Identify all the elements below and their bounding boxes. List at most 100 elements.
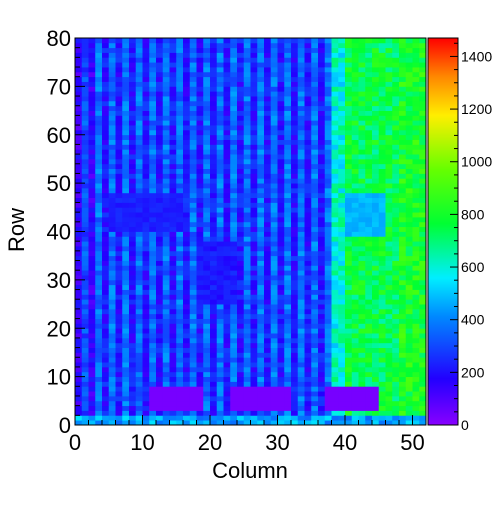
heatmap-cell (351, 86, 359, 92)
heatmap-cell (149, 192, 157, 199)
heatmap-cell (304, 125, 312, 131)
heatmap-cell (169, 183, 177, 189)
heatmap-cell (419, 221, 427, 228)
heatmap-cell (291, 279, 299, 286)
heatmap-cell (122, 96, 130, 102)
heatmap-cell (372, 154, 380, 160)
heatmap-cell (156, 260, 164, 266)
heatmap-cell (237, 386, 245, 392)
heatmap-cell (223, 52, 231, 58)
heatmap-cell (365, 183, 373, 189)
heatmap-cell (102, 76, 110, 82)
heatmap-cell (162, 154, 170, 160)
heatmap-cell (129, 308, 137, 315)
heatmap-cell (115, 410, 123, 416)
heatmap-cell (75, 86, 83, 92)
heatmap-cell (318, 207, 326, 213)
heatmap-cell (250, 231, 258, 237)
heatmap-cell (210, 71, 218, 78)
heatmap-cell (399, 352, 407, 358)
heatmap-cell (338, 226, 346, 232)
heatmap-cell (257, 323, 265, 329)
heatmap-cell (405, 129, 413, 136)
heatmap-cell (88, 304, 96, 310)
heatmap-cell (358, 308, 366, 315)
heatmap-cell (405, 231, 413, 237)
heatmap-cell (81, 134, 89, 140)
heatmap-cell (250, 294, 258, 300)
heatmap-cell (351, 62, 359, 68)
heatmap-cell (419, 57, 427, 63)
heatmap-cell (304, 381, 312, 387)
heatmap-cell (250, 337, 258, 344)
heatmap-cell (203, 347, 211, 353)
heatmap-cell (412, 337, 420, 344)
heatmap-cell (156, 371, 164, 378)
heatmap-cell (203, 42, 211, 49)
heatmap-cell (115, 212, 123, 218)
heatmap-cell (378, 410, 386, 416)
heatmap-cell (210, 265, 218, 271)
heatmap-cell (392, 294, 400, 300)
heatmap-cell (318, 260, 326, 266)
y-tick-label: 60 (47, 123, 71, 148)
heatmap-cell (250, 371, 258, 378)
heatmap-cell (81, 265, 89, 271)
heatmap-cell (264, 381, 272, 387)
heatmap-cell (304, 76, 312, 82)
heatmap-cell (351, 105, 359, 111)
heatmap-cell (324, 405, 332, 411)
heatmap-cell (358, 163, 366, 170)
heatmap-cell (277, 120, 285, 126)
heatmap-cell (358, 265, 366, 271)
heatmap-cell (264, 76, 272, 82)
heatmap-cell (169, 381, 177, 387)
heatmap-cell (149, 221, 157, 228)
heatmap-cell (196, 405, 204, 411)
heatmap-cell (399, 197, 407, 203)
heatmap-cell (75, 52, 83, 58)
heatmap-cell (243, 323, 251, 329)
heatmap-cell (297, 192, 305, 199)
heatmap-cell (230, 129, 238, 136)
heatmap-cell (257, 347, 265, 353)
heatmap-cell (405, 187, 413, 194)
heatmap-cell (297, 260, 305, 266)
heatmap-cell (365, 120, 373, 126)
heatmap-cell (108, 255, 116, 261)
heatmap-cell (257, 231, 265, 237)
heatmap-cell (324, 192, 332, 199)
heatmap-cell (135, 52, 143, 58)
heatmap-cell (142, 81, 150, 87)
heatmap-cell (75, 313, 83, 319)
heatmap-cell (412, 420, 420, 426)
heatmap-cell (270, 71, 278, 78)
heatmap-cell (250, 289, 258, 295)
heatmap-cell (142, 212, 150, 218)
heatmap-cell (277, 279, 285, 286)
heatmap-cell (88, 246, 96, 252)
heatmap-cell (183, 120, 191, 126)
heatmap-cell (412, 47, 420, 53)
heatmap-cell (81, 183, 89, 189)
heatmap-cell (419, 333, 427, 339)
heatmap-cell (392, 144, 400, 150)
heatmap-cell (345, 57, 353, 63)
heatmap-cell (311, 154, 319, 160)
heatmap-cell (365, 395, 373, 402)
heatmap-cell (210, 226, 218, 232)
heatmap-cell (284, 38, 292, 44)
heatmap-cell (122, 163, 130, 170)
heatmap-cell (264, 52, 272, 58)
heatmap-cell (365, 328, 373, 334)
heatmap-cell (419, 139, 427, 145)
heatmap-cell (196, 96, 204, 102)
heatmap-cell (81, 255, 89, 261)
x-tick-label: 10 (130, 430, 154, 455)
heatmap-cell (358, 415, 366, 421)
heatmap-cell (405, 216, 413, 223)
heatmap-cell (142, 154, 150, 160)
heatmap-cell (385, 105, 393, 111)
heatmap-cell (318, 255, 326, 261)
